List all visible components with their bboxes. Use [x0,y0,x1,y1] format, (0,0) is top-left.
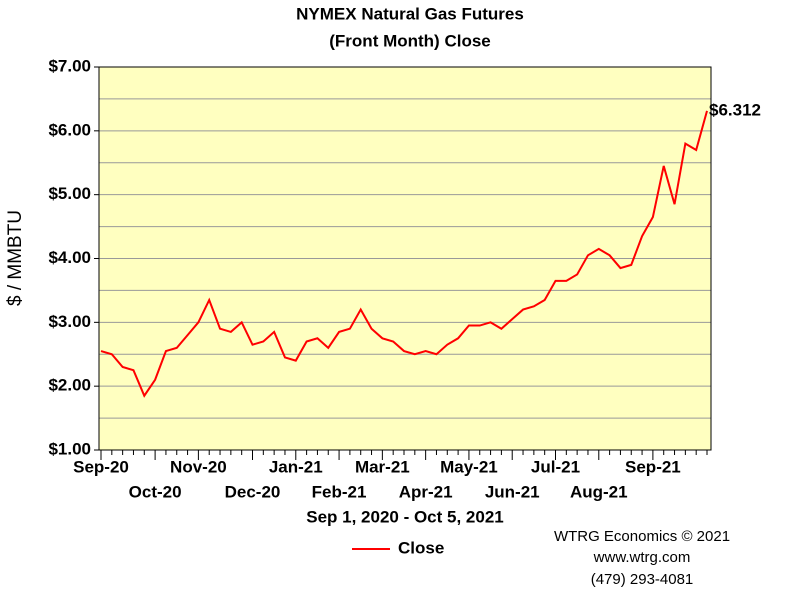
chart-title: (Front Month) Close [329,31,490,50]
y-tick-label: $4.00 [48,248,91,267]
x-tick-label: Mar-21 [355,457,410,476]
x-tick-label: May-21 [440,457,498,476]
x-tick-label: Nov-20 [170,457,227,476]
x-tick-label: Apr-21 [399,482,453,501]
y-tick-label: $2.00 [48,376,91,395]
x-tick-label: Jul-21 [531,457,580,476]
line [100,110,708,398]
x-tick-label: Aug-21 [570,482,628,501]
x-axis-label: Sep 1, 2020 - Oct 5, 2021 [306,507,504,526]
credit: (479) 293-4081 [591,571,694,588]
legend-label: Close [398,538,444,557]
y-tick-label: $1.00 [48,439,91,458]
value-label: $6.312 [709,100,761,119]
chart-title: NYMEX Natural Gas Futures [296,4,524,23]
x-tick-label: Sep-20 [73,457,129,476]
y-tick-label: $6.00 [48,120,91,139]
y-tick-label: $7.00 [48,56,91,75]
credit: www.wtrg.com [593,549,691,566]
credit: WTRG Economics © 2021 [554,528,730,545]
x-tick-label: Oct-20 [129,482,182,501]
x-tick-label: Jan-21 [269,457,323,476]
y-axis-label: $ / MMBTU [5,210,26,306]
y-tick-label: $5.00 [48,184,91,203]
x-tick-label: Jun-21 [485,482,540,501]
y-tick-label: $3.00 [48,312,91,331]
x-tick-label: Sep-21 [625,457,681,476]
plot-border [98,66,712,451]
x-tick-label: Dec-20 [225,482,281,501]
x-tick-label: Feb-21 [312,482,367,501]
